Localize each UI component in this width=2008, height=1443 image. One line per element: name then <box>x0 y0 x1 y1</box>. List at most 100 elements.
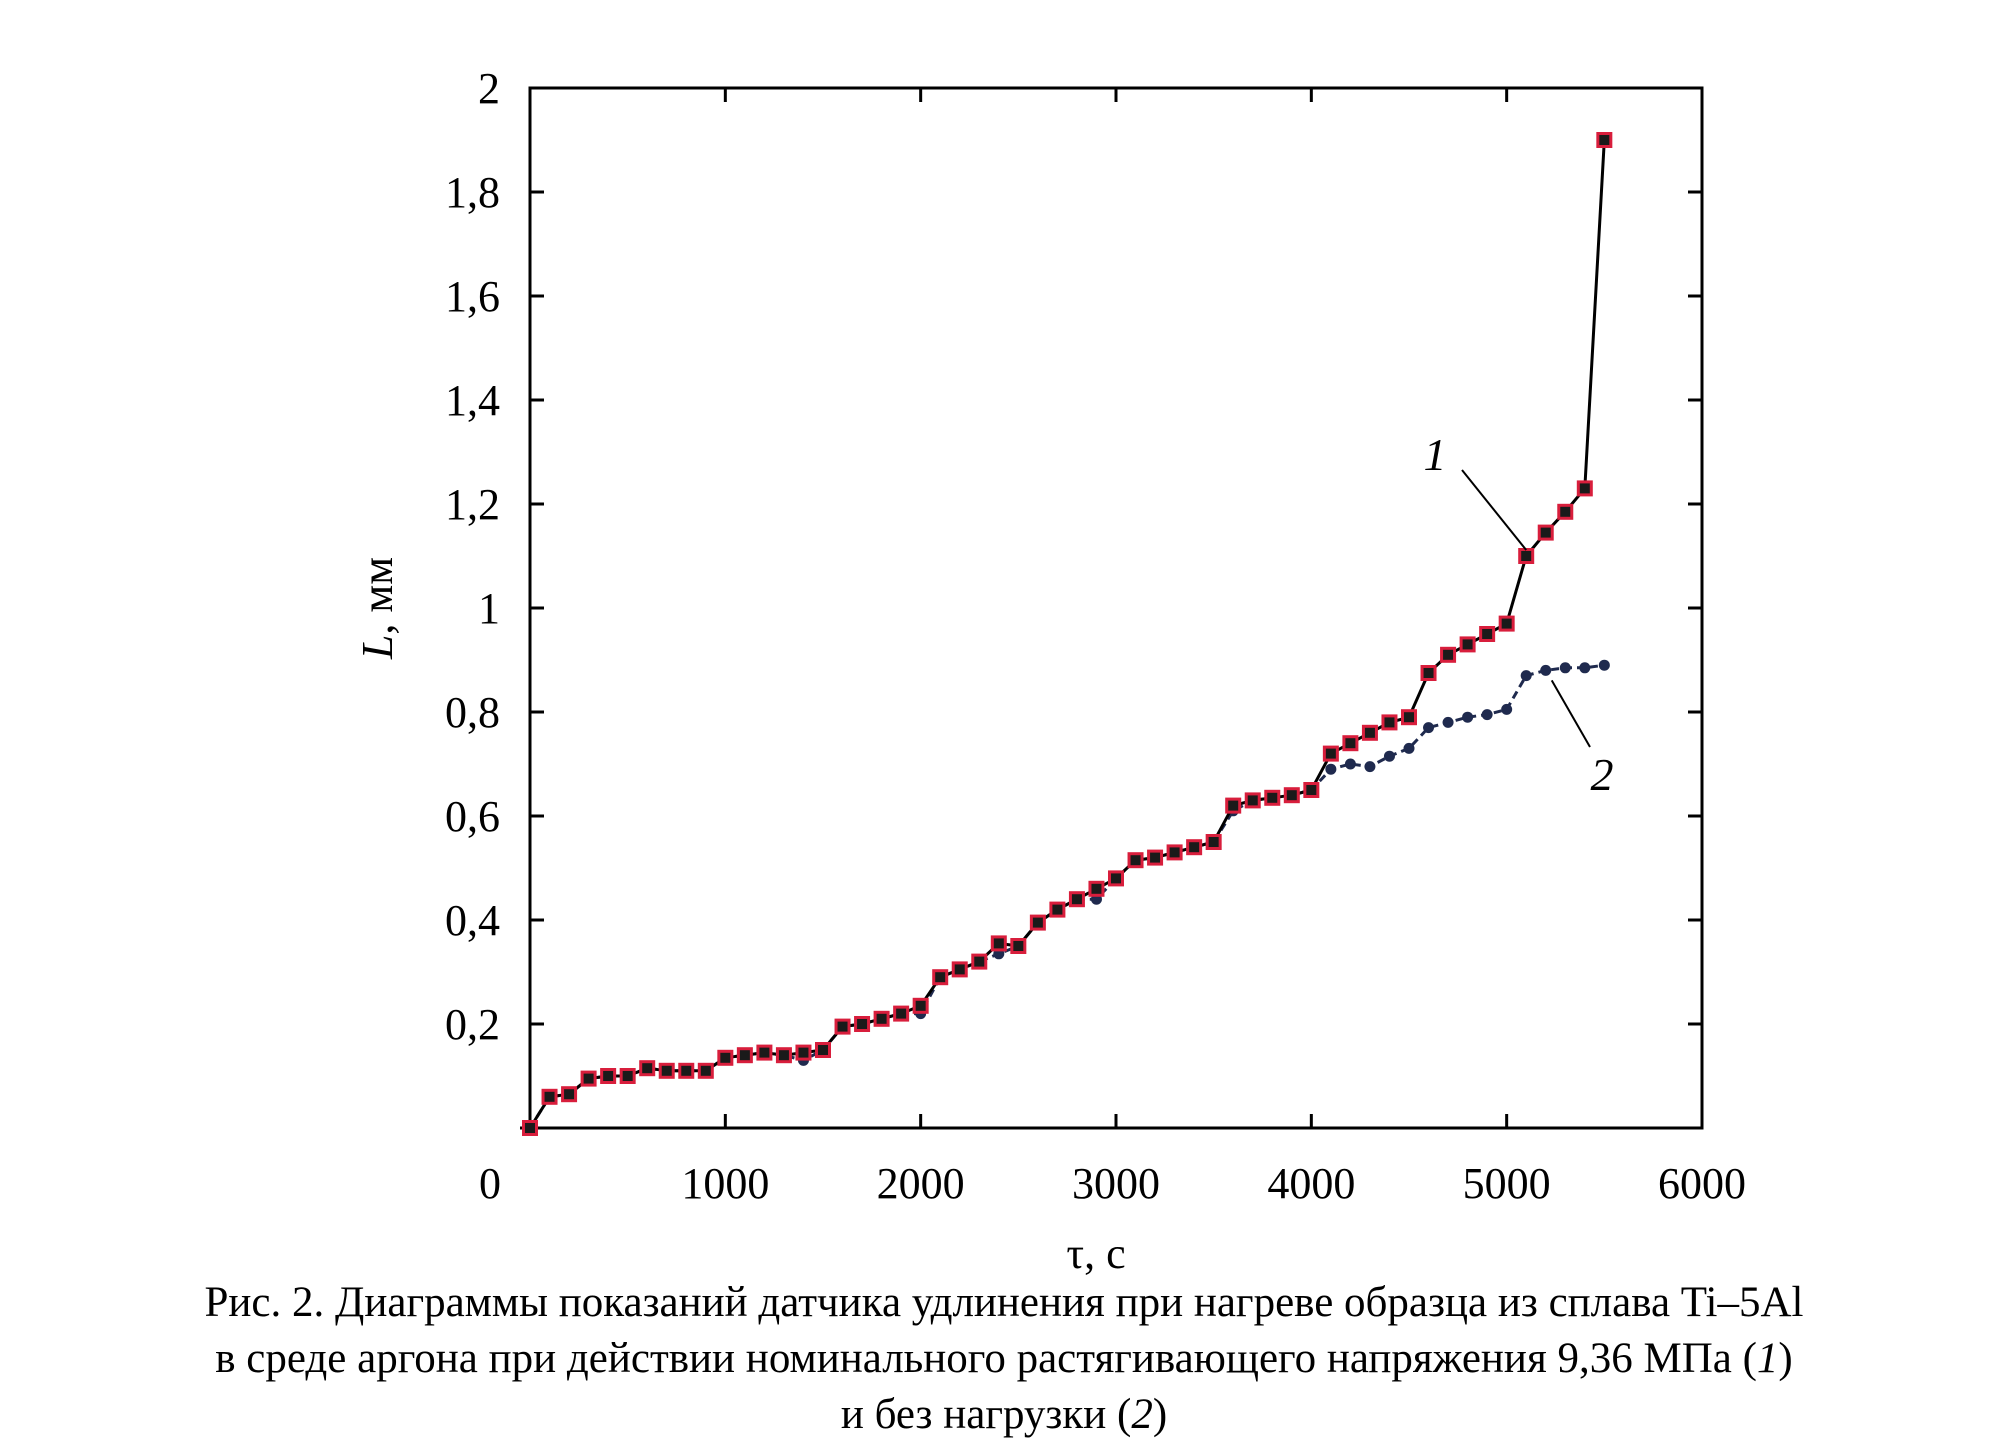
series-2-point <box>1598 659 1610 671</box>
series-1-point <box>1049 901 1066 918</box>
series-1-point <box>1361 724 1378 741</box>
series-2-point <box>1423 722 1435 734</box>
figure-caption: Рис. 2. Диаграммы показаний датчика удли… <box>40 1275 1968 1443</box>
series-1-point <box>971 953 988 970</box>
series-1-point <box>1283 787 1300 804</box>
series-1-point <box>1010 938 1027 954</box>
x-tick-label: 6000 <box>1658 1159 1746 1208</box>
series-1-point <box>815 1042 831 1058</box>
series-1 <box>522 132 1613 1136</box>
y-tick-label: 2 <box>478 64 500 113</box>
curve-annotations: 12 <box>1424 429 1614 800</box>
x-tick-label: 1000 <box>681 1159 769 1208</box>
series-1-point <box>1322 745 1339 762</box>
series-2-point <box>1442 716 1454 728</box>
curve-2-leader <box>1550 679 1591 748</box>
series-1-point <box>1557 503 1574 520</box>
series-1-point <box>893 1005 910 1022</box>
series-2-line <box>528 663 1605 1129</box>
series-2-point <box>1403 742 1415 754</box>
series-1-point <box>1108 870 1124 887</box>
y-axis-title: L, мм <box>353 557 402 660</box>
series-1-point <box>1381 714 1398 731</box>
series-1-point <box>795 1044 812 1061</box>
series-2-point <box>1501 703 1513 715</box>
series-2-point <box>1344 758 1356 770</box>
series-2-point <box>1462 711 1474 723</box>
elongation-chart: 0 1000 2000 3000 4000 5000 6000 0,2 0,4 0,6 0,8 1 1,… <box>353 64 1746 1275</box>
caption-series-1-ref: 1 <box>1756 1335 1779 1382</box>
y-tick-label: 1,2 <box>445 480 500 529</box>
series-1-point <box>639 1060 656 1077</box>
series-1-point <box>1088 880 1105 897</box>
series-1-point <box>600 1068 617 1084</box>
series-1-point <box>756 1044 773 1061</box>
y-tick-label: 0,6 <box>445 792 500 841</box>
caption-line-2: в среде аргона при действии номинального… <box>40 1331 1968 1387</box>
series-1-point <box>1303 782 1320 798</box>
series-1-point <box>1147 849 1164 866</box>
series-1-point <box>541 1088 558 1105</box>
series-1-point <box>1225 797 1242 814</box>
series-2-point <box>1325 763 1337 775</box>
series-1-point <box>1440 646 1457 663</box>
series-1-point <box>873 1010 890 1027</box>
series-2-point <box>1481 709 1493 721</box>
series-1-point <box>1127 852 1144 869</box>
series-2-point <box>1559 662 1571 674</box>
series-1-point <box>951 961 968 978</box>
series-2-point <box>1520 670 1532 682</box>
axes: 0 1000 2000 3000 4000 5000 6000 0,2 0,4 0,6 0,8 1 1,… <box>353 64 1746 1275</box>
caption-line-3-text: и без нагрузки ( <box>840 1391 1132 1438</box>
series-1-point <box>1244 792 1261 809</box>
x-tick-label: 3000 <box>1072 1159 1160 1208</box>
series-1-point <box>854 1016 871 1032</box>
series-1-point <box>561 1086 578 1103</box>
series-2-point <box>1579 662 1591 674</box>
series-1-point <box>1420 665 1437 681</box>
y-tick-label: 1,8 <box>445 168 500 217</box>
series-layer <box>522 132 1613 1136</box>
series-2-point <box>1540 664 1552 676</box>
x-tick-label: 5000 <box>1463 1159 1551 1208</box>
series-1-point <box>1596 132 1613 148</box>
series-1-point <box>1068 891 1085 908</box>
series-1-point <box>834 1018 851 1035</box>
x-tick-label: 0 <box>479 1159 501 1208</box>
caption-line-1: Рис. 2. Диаграммы показаний датчика удли… <box>204 1279 1804 1326</box>
series-1-point <box>1479 626 1496 642</box>
x-tick-label: 4000 <box>1267 1159 1355 1208</box>
series-1-point <box>1205 834 1222 850</box>
y-axis-var: L <box>353 635 402 660</box>
y-tick-label: 0,4 <box>445 896 500 945</box>
series-1-point <box>912 997 929 1014</box>
series-1-point <box>1029 914 1046 931</box>
caption-series-2-ref: 2 <box>1131 1391 1153 1438</box>
curve-1-label: 1 <box>1424 429 1447 480</box>
series-1-point <box>1537 524 1554 541</box>
series-1-point <box>522 1120 538 1136</box>
series-1-point <box>1401 709 1417 726</box>
series-1-point <box>736 1047 753 1064</box>
series-1-point <box>1518 548 1535 564</box>
series-1-point <box>1459 636 1476 653</box>
y-axis-unit: , мм <box>353 557 402 635</box>
series-1-point <box>658 1062 675 1079</box>
x-tick-label: 2000 <box>877 1159 965 1208</box>
plot-frame <box>528 86 1704 1130</box>
curve-2-label: 2 <box>1591 749 1614 800</box>
series-1-point <box>717 1049 734 1066</box>
series-1-point <box>775 1047 792 1064</box>
series-1-point <box>697 1062 714 1079</box>
series-1-point <box>580 1070 597 1087</box>
x-axis-title: τ, с <box>1066 1229 1125 1275</box>
y-tick-label: 1,4 <box>445 376 500 425</box>
series-1-point <box>1342 735 1359 752</box>
caption-line-3-close: ) <box>1152 1391 1168 1438</box>
series-1-point <box>619 1068 636 1084</box>
y-tick-label: 0,8 <box>445 688 500 737</box>
series-1-point <box>990 935 1007 952</box>
series-1-point <box>932 969 949 986</box>
curve-1-leader <box>1461 469 1527 551</box>
series-1-point <box>678 1062 695 1079</box>
